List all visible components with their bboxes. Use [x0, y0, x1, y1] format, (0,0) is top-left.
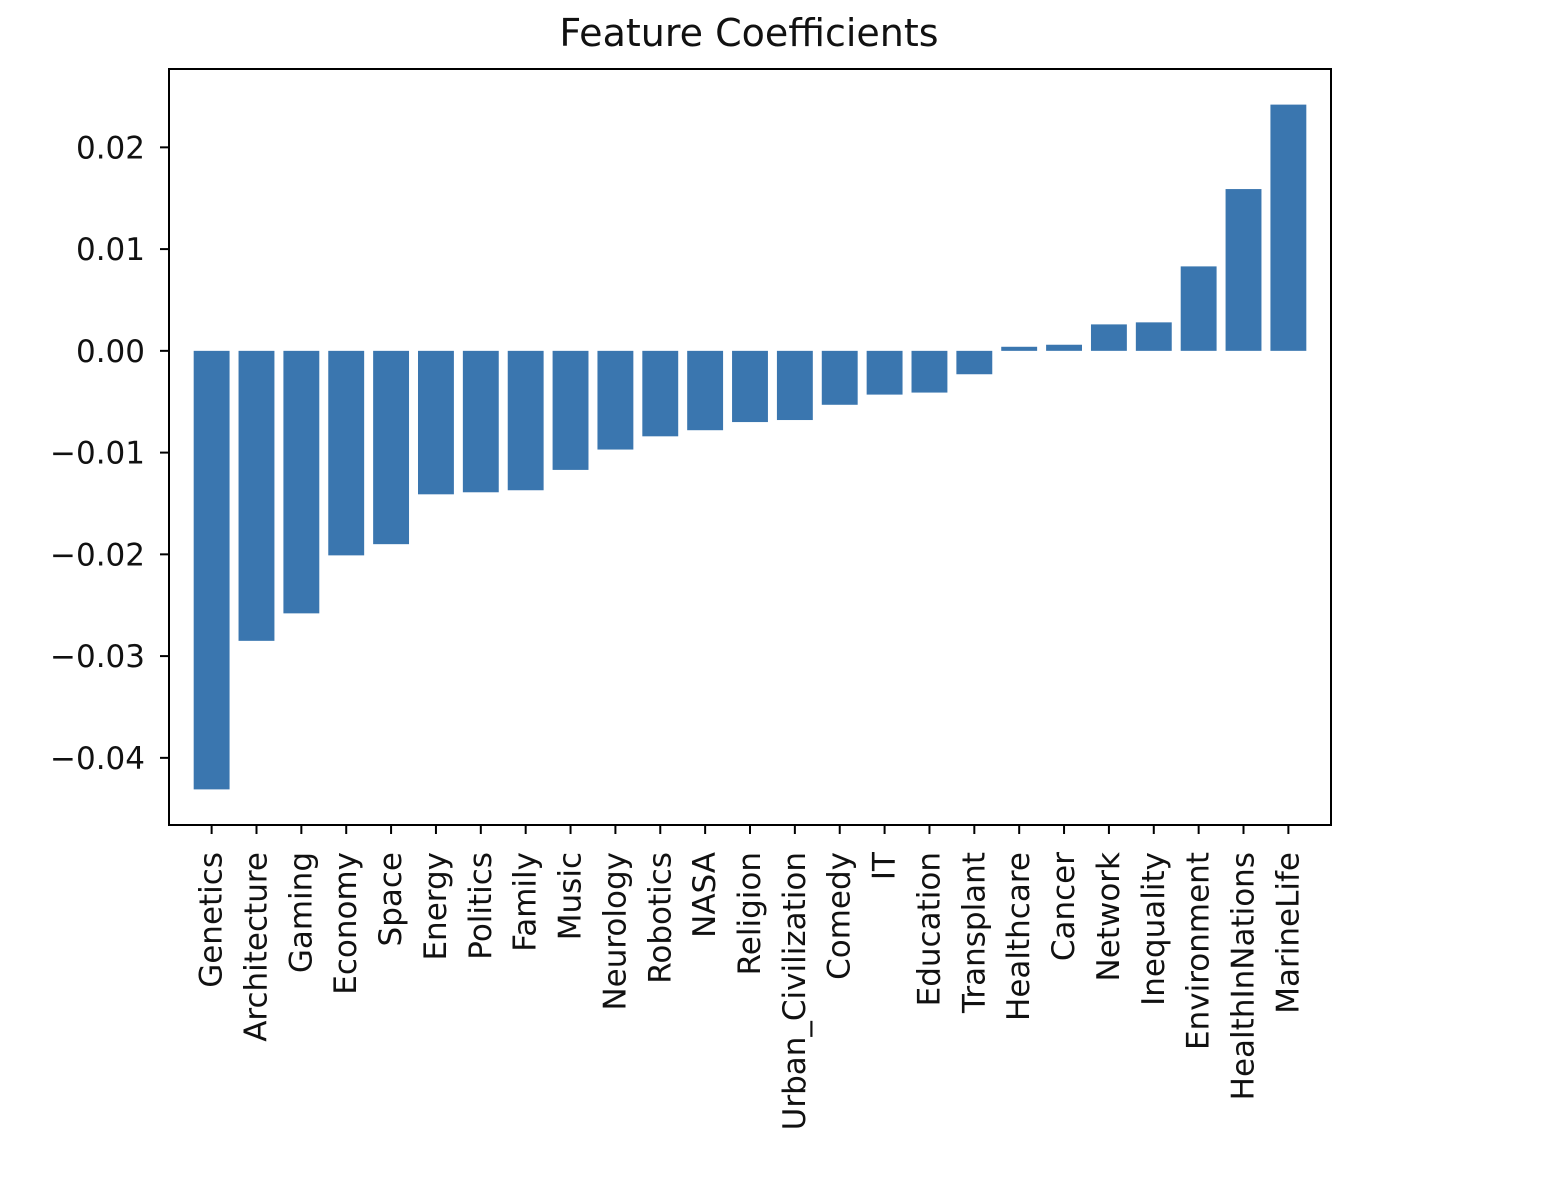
x-tick-label: Inequality [1136, 852, 1172, 1006]
bars-layer [193, 104, 1307, 790]
bar-it [866, 350, 903, 395]
chart-title: Feature Coefficients [559, 11, 938, 55]
bar-cancer [1046, 344, 1082, 351]
bar-music [552, 350, 589, 470]
bar-inequality [1135, 322, 1172, 351]
x-tick-label: Politics [463, 852, 499, 960]
bar-marinelife [1270, 104, 1307, 351]
x-tick-label: Cancer [1046, 852, 1082, 961]
x-tick-label: Education [911, 852, 947, 1006]
bar-education [911, 350, 948, 393]
bar-transplant [956, 350, 993, 375]
x-tick-label: Network [1091, 852, 1127, 981]
bar-architecture [238, 350, 275, 641]
y-tick-label: −0.01 [50, 436, 145, 472]
bar-neurology [597, 350, 634, 450]
y-tick-label: −0.02 [50, 537, 145, 573]
x-tick-label: Economy [328, 852, 364, 995]
bar-comedy [821, 350, 858, 405]
x-tick-label: Energy [418, 852, 454, 961]
x-tick-label: Neurology [597, 852, 633, 1011]
y-axis: −0.04 −0.03 −0.02 −0.01 0.00 0.01 0.02 [50, 130, 169, 777]
y-tick-label: 0.01 [76, 232, 145, 268]
bar-network [1090, 324, 1127, 351]
bar-space [373, 350, 410, 545]
y-tick-label: 0.02 [76, 130, 145, 166]
y-tick-label: −0.04 [50, 741, 145, 777]
x-tick-label: Genetics [194, 852, 230, 988]
x-tick-label: Robotics [642, 852, 678, 984]
x-tick-label: IT [867, 851, 903, 880]
bar-family [507, 350, 544, 491]
bar-economy [328, 350, 365, 556]
x-tick-label: NASA [687, 852, 723, 938]
x-tick-label: MarineLife [1270, 852, 1306, 1014]
y-tick-label: −0.03 [50, 639, 145, 675]
x-tick-label: Environment [1181, 852, 1217, 1050]
bar-energy [418, 350, 454, 495]
x-tick-label: Comedy [822, 852, 858, 980]
y-tick-label: 0.00 [76, 334, 145, 370]
bar-genetics [193, 350, 230, 790]
x-tick-label: Healthcare [1001, 852, 1037, 1021]
x-tick-label: Architecture [238, 852, 274, 1042]
x-tick-label: Gaming [283, 852, 319, 973]
x-tick-label: Religion [732, 852, 768, 975]
bar-urban-civilization [776, 350, 813, 421]
x-tick-label: Transplant [956, 852, 992, 1014]
bar-nasa [687, 350, 724, 431]
bar-healthinnations [1225, 189, 1262, 351]
x-tick-label: Music [553, 852, 589, 940]
x-tick-label: HealthInNations [1226, 852, 1262, 1100]
x-tick-label: Urban_Civilization [777, 852, 813, 1130]
x-tick-label: Family [508, 852, 544, 952]
x-tick-label: Space [373, 852, 409, 946]
x-axis: Genetics Architecture Gaming Economy Space En… [194, 825, 1306, 1130]
bar-religion [732, 350, 768, 423]
bar-politics [462, 350, 499, 493]
bar-gaming [283, 350, 320, 614]
bar-robotics [642, 350, 679, 437]
bar-healthcare [1001, 346, 1038, 351]
bar-environment [1180, 266, 1217, 351]
